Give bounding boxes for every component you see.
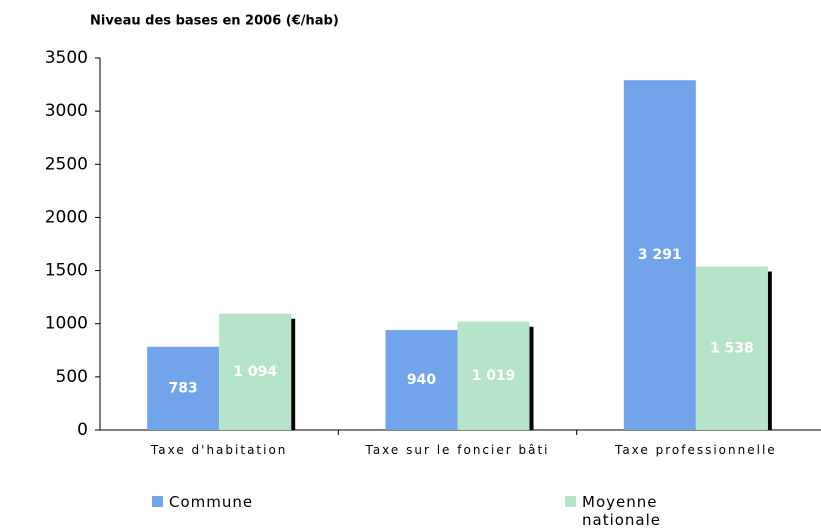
bar: [623, 80, 696, 430]
bar-shadow: [767, 271, 772, 430]
value-label: 1 094: [233, 364, 277, 380]
y-tick-label: 2500: [45, 154, 88, 174]
legend-swatch: [152, 496, 163, 507]
bar: [385, 330, 458, 430]
x-tick-label: Taxe professionnelle: [614, 443, 777, 457]
legend-item: Moyenne nationale: [565, 493, 705, 529]
x-tick-label: Taxe d'habitation: [150, 443, 288, 457]
legend-swatch: [565, 496, 576, 507]
y-tick-label: 2000: [45, 207, 88, 227]
bar: [457, 321, 530, 430]
value-label: 783: [169, 380, 198, 396]
legend-item: Commune: [152, 493, 352, 511]
y-tick-label: 0: [77, 420, 88, 440]
value-label: 940: [407, 372, 436, 388]
legend-label: Commune: [169, 493, 254, 511]
bar-shadow: [529, 326, 534, 430]
value-label: 1 538: [710, 340, 754, 356]
y-tick-label: 1500: [45, 261, 88, 281]
bar: [219, 313, 292, 430]
bar: [695, 266, 768, 430]
value-label: 3 291: [638, 247, 682, 263]
bar-shadow: [291, 318, 296, 430]
y-tick-label: 1000: [45, 314, 88, 334]
y-tick-label: 500: [56, 367, 88, 387]
y-tick-label: 3000: [45, 101, 88, 121]
y-tick-label: 3500: [45, 48, 88, 68]
x-tick-label: Taxe sur le foncier bâti: [365, 443, 550, 457]
legend-label: Moyenne nationale: [582, 493, 662, 529]
chart-title: Niveau des bases en 2006 (€/hab): [90, 14, 339, 29]
value-label: 1 019: [472, 368, 516, 384]
bar: [147, 346, 220, 430]
